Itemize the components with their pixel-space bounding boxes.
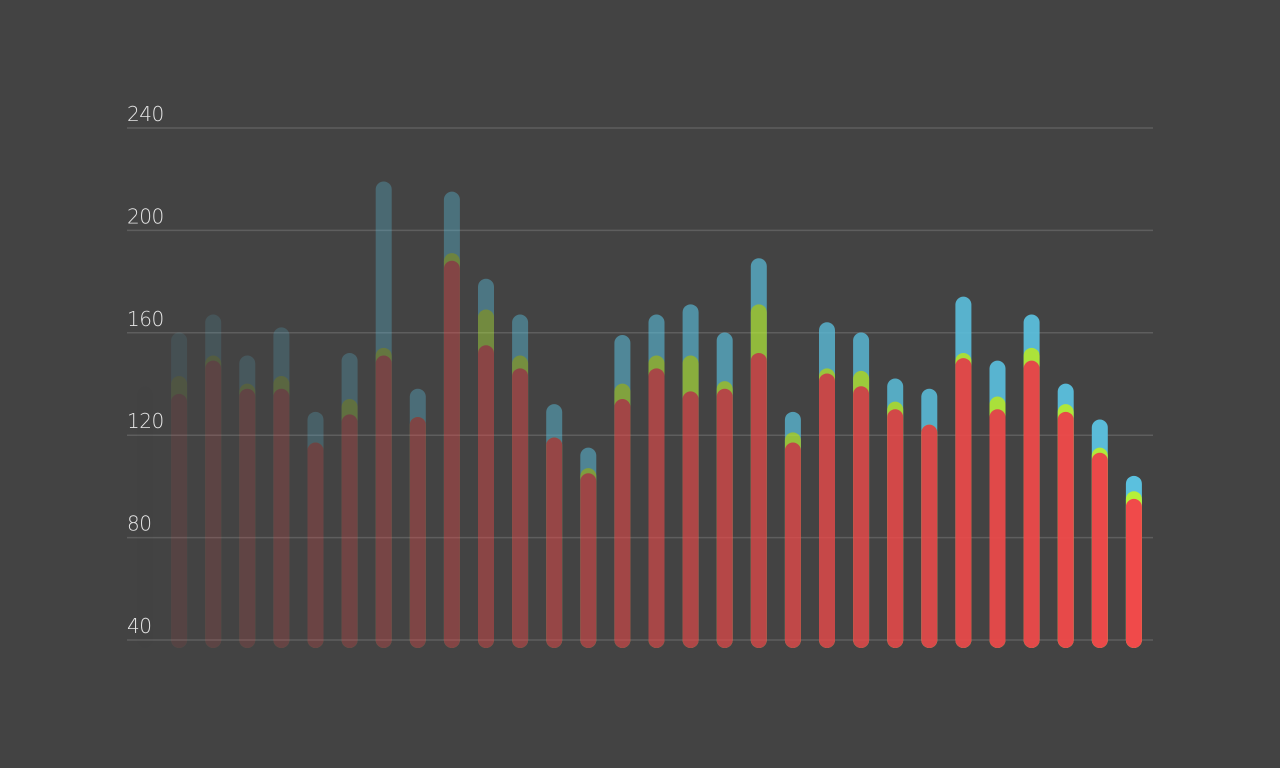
y-tick-label: 120	[127, 409, 164, 433]
y-axis-labels: 40 80 120 160 200 240	[127, 102, 164, 638]
y-tick-label: 160	[127, 307, 164, 331]
y-tick-label: 200	[127, 204, 164, 228]
y-tick-label: 80	[127, 512, 151, 536]
bars-layer	[171, 181, 1142, 648]
grid-layer	[127, 127, 1153, 641]
y-tick-label: 40	[127, 614, 151, 638]
y-tick-label: 240	[127, 102, 164, 126]
